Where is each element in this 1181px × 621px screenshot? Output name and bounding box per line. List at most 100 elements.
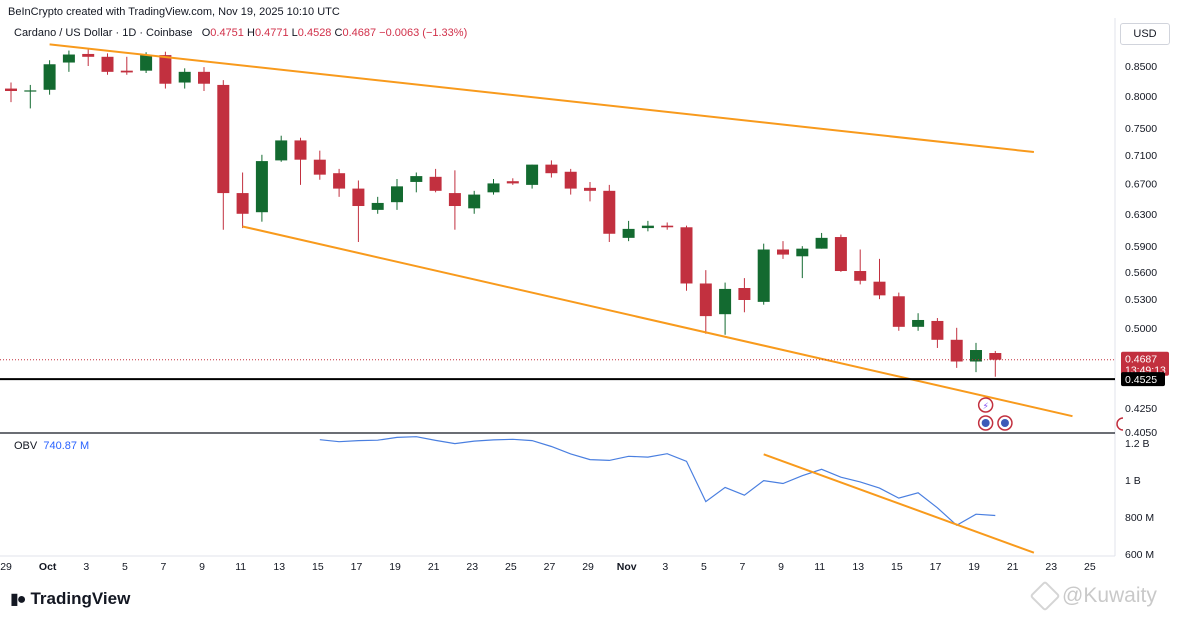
time-axis-label: Nov [617, 561, 637, 573]
time-axis-label: 29 [582, 561, 594, 573]
candle-body-up [410, 176, 423, 182]
obv-axis-label: 800 M [1125, 512, 1154, 524]
candle-body-up [487, 183, 500, 193]
candle-body-up [970, 350, 982, 362]
time-axis-label: 7 [161, 561, 167, 573]
price-axis-label: 0.7100 [1125, 150, 1157, 162]
candle-body-down [777, 249, 789, 255]
candle-body-down [738, 288, 751, 300]
candle-body-down [564, 171, 577, 189]
price-axis-label: 0.6300 [1125, 209, 1157, 221]
time-axis-label: 13 [852, 561, 864, 573]
author-watermark: @Kuwaity [1029, 580, 1157, 612]
candle-body-up [275, 140, 288, 161]
price-axis-label: 0.5300 [1125, 294, 1157, 306]
price-axis-label: 0.5000 [1125, 323, 1157, 335]
symbol-name[interactable]: Cardano / US Dollar · 1D · Coinbase [14, 27, 193, 39]
time-axis-label: 23 [466, 561, 478, 573]
candle-body-down [198, 71, 210, 84]
candle-body-down [448, 193, 461, 207]
candle-body-down [82, 53, 95, 57]
candle-body-up [391, 186, 403, 203]
candle-body-up [912, 319, 925, 327]
obv-axis-label: 600 M [1125, 549, 1154, 561]
currency-button[interactable]: USD [1120, 23, 1170, 45]
high-label: H [246, 27, 255, 39]
candle-body-down [217, 84, 230, 194]
candle-body-down [313, 159, 326, 175]
price-axis-label: 0.6700 [1125, 178, 1157, 190]
obv-axis-label: 1.2 B [1125, 438, 1150, 450]
watermark-text: @Kuwaity [1062, 584, 1157, 607]
time-axis-label: 13 [273, 561, 285, 573]
obv-value: 740.87 M [43, 440, 90, 452]
time-axis-label: 15 [312, 561, 324, 573]
lower-channel-line [242, 225, 1073, 418]
time-axis-label: Oct [39, 561, 57, 573]
candle-body-down [892, 296, 905, 327]
candle-body-up [178, 71, 191, 83]
candle-body-down [294, 140, 307, 160]
candle-body-down [5, 88, 17, 92]
candle-body-down [429, 176, 442, 191]
price-axis-label: 0.4050 [1125, 427, 1157, 439]
obv-legend: OBV 740.87 M [14, 440, 89, 452]
candle-body-down [236, 193, 249, 214]
candle-body-up [43, 64, 56, 90]
time-axis-label: 17 [351, 561, 363, 573]
low-value: 0.4528 [297, 27, 332, 39]
obv-title: OBV [14, 440, 38, 452]
price-axis-label: 0.5900 [1125, 241, 1157, 253]
change-value: −0.0063 (−1.33%) [379, 27, 468, 39]
time-axis-label: 25 [505, 561, 517, 573]
partial-event-icon [1116, 417, 1124, 431]
candle-body-up [468, 194, 481, 209]
symbol-legend: Cardano / US Dollar · 1D · Coinbase O0.4… [14, 27, 467, 39]
support-price-label: 0.4525 [1125, 374, 1157, 386]
candle-body-up [757, 249, 770, 302]
open-value: 0.4751 [210, 27, 244, 39]
candle-body-down [834, 237, 847, 272]
time-axis-label: 9 [199, 561, 205, 573]
tradingview-mark-icon: ▮● [10, 591, 27, 608]
obv-axis-label: 1 B [1125, 475, 1141, 487]
us-flag-event-fill [1000, 419, 1009, 427]
candle-body-up [815, 237, 828, 249]
candle-body-down [506, 181, 519, 184]
candle-body-down [352, 188, 365, 207]
candle-body-down [333, 173, 346, 189]
event-lightning-icon [977, 397, 994, 413]
time-axis-label: 21 [1007, 561, 1019, 573]
candle-body-down [680, 227, 693, 284]
tradingview-logo: ▮● TradingView [10, 589, 130, 609]
price-axis-label: 0.8000 [1125, 91, 1157, 103]
candle-body-up [140, 55, 153, 71]
time-axis-label: 19 [389, 561, 401, 573]
time-axis-label: 15 [891, 561, 903, 573]
obv-trendline [763, 453, 1035, 554]
candle-body-down [931, 320, 944, 340]
candle-body-down [950, 339, 963, 362]
candle-body-up [719, 288, 732, 315]
candle-body-up [641, 225, 654, 229]
time-axis-label: 19 [968, 561, 980, 573]
time-axis-label: 23 [1045, 561, 1057, 573]
candle-body-down [101, 56, 114, 72]
time-axis-label: 17 [930, 561, 942, 573]
candle-body-up [371, 202, 384, 210]
candle-body-down [545, 164, 558, 174]
candle-body-up [796, 248, 809, 257]
price-axis-label: 0.4250 [1125, 403, 1157, 415]
last-price-label: 0.4687 [1125, 354, 1157, 366]
support-price-tag [1121, 372, 1165, 387]
open-label: O [201, 27, 211, 39]
candle-body-up [526, 164, 539, 185]
us-flag-event-fill [981, 419, 990, 427]
time-axis-label: 5 [701, 561, 707, 573]
price-axis-label: 0.7500 [1125, 123, 1157, 135]
price-axis-label: 0.8500 [1125, 61, 1157, 73]
upper-channel-line [49, 43, 1035, 154]
close-label: C [334, 27, 343, 39]
time-axis-label: 5 [122, 561, 128, 573]
